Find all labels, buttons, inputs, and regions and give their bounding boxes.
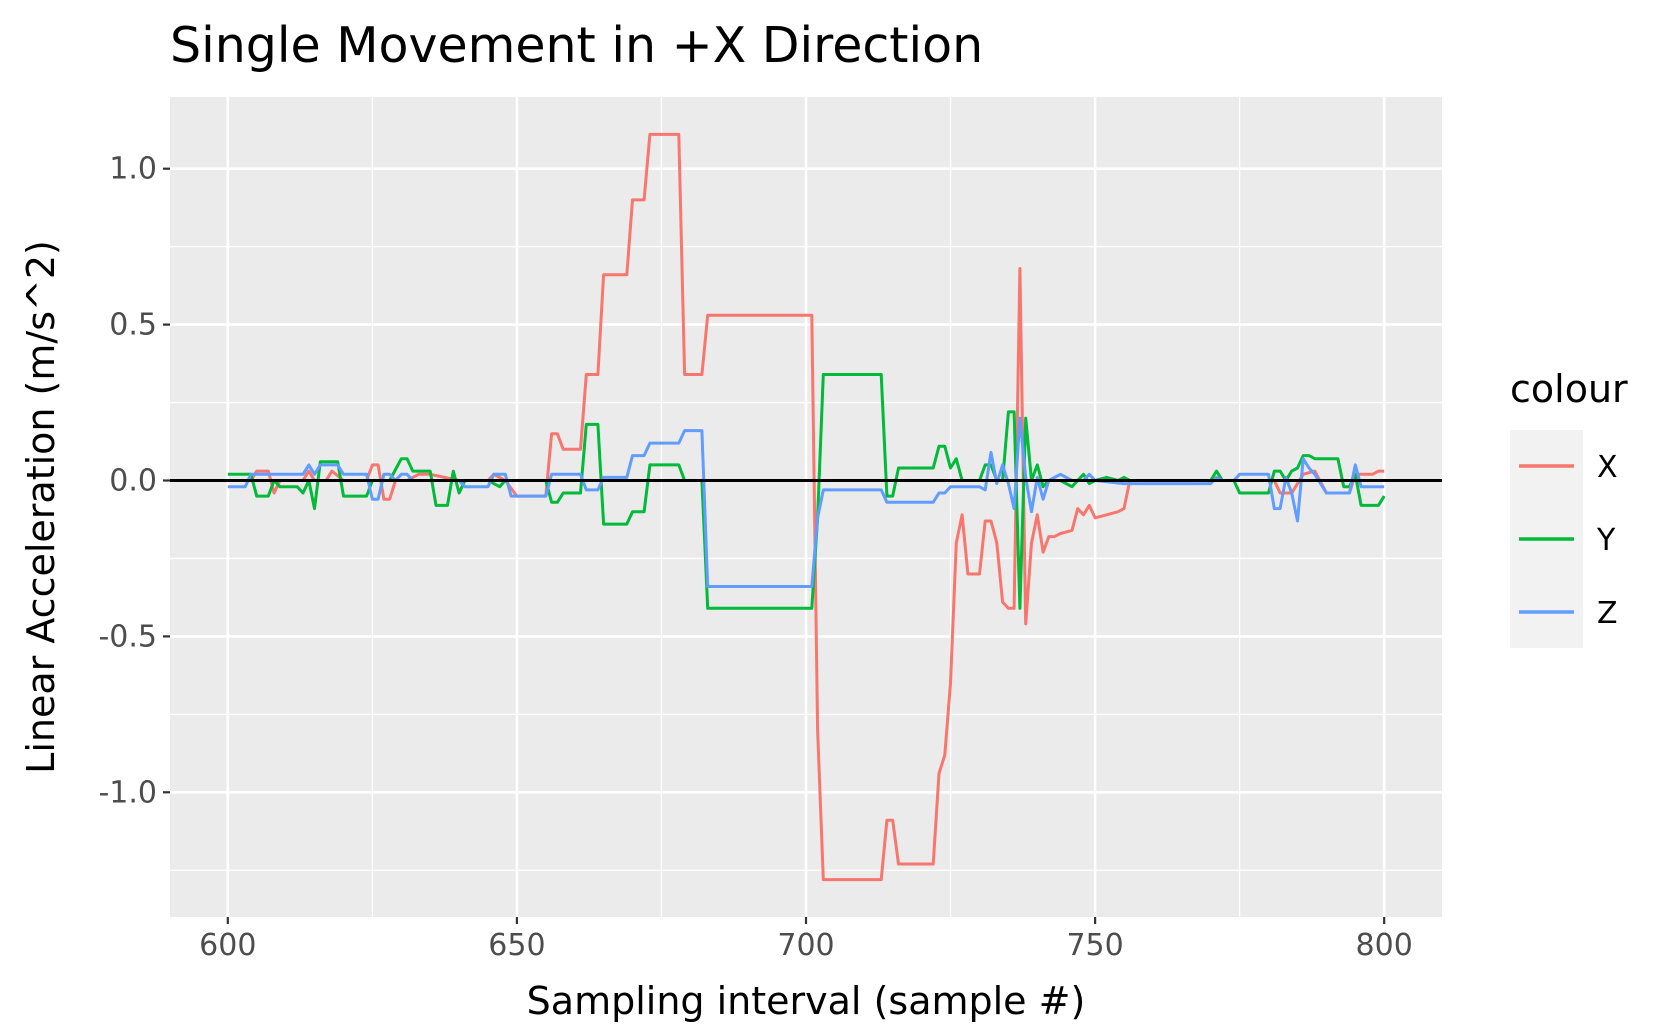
y-tick-label: 0.0	[109, 463, 157, 498]
legend-title: colour	[1510, 367, 1628, 411]
y-tick-label: -1.0	[98, 775, 157, 810]
series-line-y	[227, 373, 1386, 610]
y-tick-label: 1.0	[109, 152, 157, 187]
x-tick-label: 650	[488, 928, 545, 963]
y-tick-label: -0.5	[98, 619, 157, 654]
y-axis-label: Linear Acceleration (m/s^2)	[19, 240, 63, 774]
x-tick-label: 800	[1356, 928, 1413, 963]
x-axis-ticks: 600 650 700 750 800	[199, 917, 1413, 963]
series-line-x	[227, 132, 1385, 882]
major-gridlines	[170, 97, 1442, 917]
legend-label-y: Y	[1596, 523, 1616, 558]
x-tick-label: 600	[199, 928, 256, 963]
x-tick-label: 700	[777, 928, 834, 963]
legend-label-x: X	[1597, 450, 1618, 485]
legend-items: X Y Z	[1519, 450, 1618, 631]
y-tick-label: 0.5	[109, 308, 157, 343]
chart-title: Single Movement in +X Direction	[170, 17, 983, 74]
y-axis-ticks: -1.0 -0.5 0.0 0.5 1.0	[98, 152, 170, 810]
legend-label-z: Z	[1597, 596, 1618, 631]
x-axis-label: Sampling interval (sample #)	[527, 979, 1086, 1023]
legend: colour X Y Z	[1510, 367, 1628, 648]
x-tick-label: 750	[1066, 928, 1123, 963]
